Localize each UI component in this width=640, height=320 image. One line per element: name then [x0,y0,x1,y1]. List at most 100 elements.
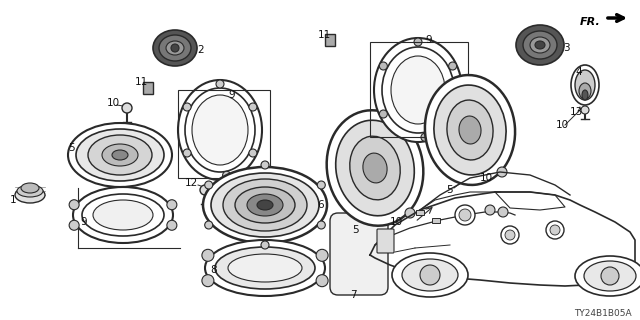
Ellipse shape [223,179,307,231]
Ellipse shape [459,116,481,144]
Circle shape [505,230,515,240]
Ellipse shape [215,247,315,289]
Text: 3: 3 [563,43,570,53]
Ellipse shape [374,38,462,142]
Ellipse shape [392,253,468,297]
Ellipse shape [391,56,445,124]
Circle shape [316,249,328,261]
Bar [325,34,335,46]
Circle shape [449,62,457,70]
Ellipse shape [447,100,493,160]
Ellipse shape [575,70,595,100]
Circle shape [261,241,269,249]
Text: 9: 9 [228,90,235,100]
Ellipse shape [159,35,191,61]
Circle shape [249,103,257,111]
Ellipse shape [516,25,564,65]
Text: 9: 9 [425,35,431,45]
Circle shape [205,181,212,189]
Text: 6: 6 [317,200,324,210]
Circle shape [405,208,415,218]
Ellipse shape [102,144,138,166]
Circle shape [501,226,519,244]
Bar [370,42,468,137]
Ellipse shape [579,83,591,99]
Ellipse shape [93,200,153,230]
Ellipse shape [178,80,262,180]
Circle shape [380,62,387,70]
Circle shape [449,110,457,118]
Text: 4: 4 [575,67,582,77]
Ellipse shape [235,187,295,223]
Circle shape [183,103,191,111]
Ellipse shape [88,135,152,175]
Circle shape [223,171,230,179]
Circle shape [455,205,475,225]
Ellipse shape [350,136,400,200]
Text: 5: 5 [446,185,452,195]
Circle shape [202,275,214,287]
Circle shape [200,185,210,195]
Text: 13: 13 [570,107,583,117]
Text: 11: 11 [135,77,148,87]
Ellipse shape [326,110,423,226]
Bar [178,90,270,178]
Ellipse shape [73,187,173,243]
Circle shape [550,225,560,235]
Ellipse shape [228,254,302,282]
Ellipse shape [571,65,599,105]
Circle shape [261,161,269,169]
Text: 10: 10 [480,173,493,183]
Text: 10: 10 [390,217,403,227]
Circle shape [420,265,440,285]
Circle shape [216,80,224,88]
Ellipse shape [382,47,454,133]
Ellipse shape [21,183,39,193]
Ellipse shape [82,194,164,236]
Ellipse shape [76,129,164,181]
Ellipse shape [257,200,273,210]
Circle shape [69,200,79,210]
Ellipse shape [153,30,197,66]
Ellipse shape [336,120,414,216]
Circle shape [498,207,508,217]
Text: 5: 5 [352,225,358,235]
Ellipse shape [582,90,588,100]
Text: 2: 2 [197,45,204,55]
Text: 9: 9 [80,217,86,227]
Bar [416,210,424,215]
Ellipse shape [112,150,128,160]
Ellipse shape [15,187,45,203]
Text: 1: 1 [10,195,17,205]
Text: 12: 12 [185,178,198,188]
Text: FR.: FR. [580,17,601,27]
Ellipse shape [192,95,248,165]
FancyBboxPatch shape [377,229,394,253]
Circle shape [205,221,212,229]
Text: 5: 5 [68,143,75,153]
Ellipse shape [185,88,255,172]
Ellipse shape [203,167,327,243]
Circle shape [459,209,471,221]
Ellipse shape [523,31,557,59]
Circle shape [414,38,422,46]
Ellipse shape [68,123,172,187]
Circle shape [546,221,564,239]
Ellipse shape [402,259,458,291]
Ellipse shape [247,194,283,216]
Ellipse shape [171,44,179,52]
Circle shape [317,221,325,229]
Ellipse shape [584,261,636,291]
Circle shape [421,133,429,141]
Circle shape [317,181,325,189]
Circle shape [316,275,328,287]
Circle shape [69,220,79,230]
Ellipse shape [211,173,319,237]
Ellipse shape [530,37,550,53]
Ellipse shape [425,75,515,185]
Circle shape [249,149,257,157]
Circle shape [497,167,507,177]
Text: 10: 10 [107,98,120,108]
Circle shape [601,267,619,285]
Text: TY24B1B05A: TY24B1B05A [574,308,632,317]
